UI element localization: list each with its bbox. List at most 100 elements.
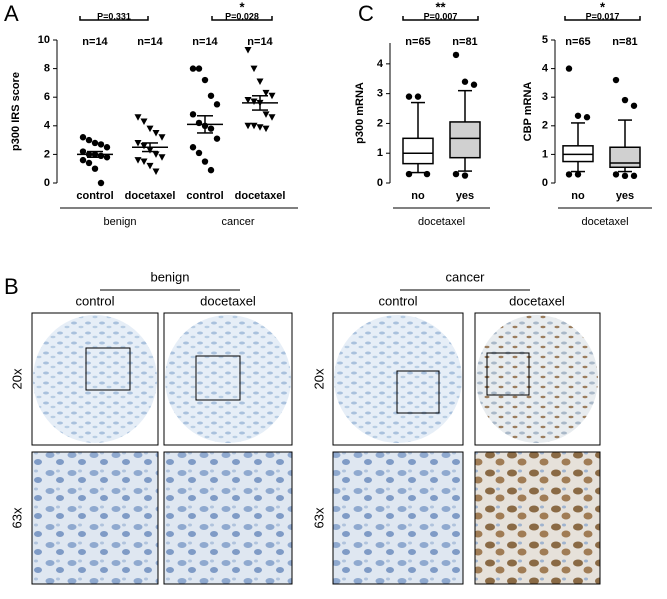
group-label: cancer bbox=[221, 216, 254, 228]
x-tick-label: docetaxel bbox=[235, 190, 286, 202]
n-label: n=65 bbox=[565, 36, 590, 48]
x-tick-label: docetaxel bbox=[125, 190, 176, 202]
column-label: docetaxel bbox=[200, 293, 256, 308]
outlier bbox=[452, 170, 460, 178]
data-point bbox=[134, 157, 142, 164]
outlier bbox=[574, 112, 582, 119]
y-tick-label: 2 bbox=[542, 120, 548, 132]
data-point bbox=[262, 89, 270, 97]
data-point bbox=[207, 92, 215, 99]
significance-star: * bbox=[600, 0, 606, 14]
n-label: n=14 bbox=[82, 36, 108, 48]
data-point bbox=[152, 168, 160, 176]
data-point bbox=[207, 125, 215, 132]
significance-bracket bbox=[564, 16, 641, 21]
significance-bracket bbox=[402, 16, 479, 21]
data-point bbox=[91, 139, 99, 147]
y-tick-label: 0 bbox=[377, 177, 383, 189]
data-point bbox=[262, 111, 270, 118]
panel-label: B bbox=[4, 274, 19, 299]
data-point bbox=[97, 152, 105, 160]
outlier bbox=[423, 170, 431, 178]
outlier bbox=[405, 93, 413, 100]
n-label: n=81 bbox=[612, 36, 637, 48]
y-axis-label: p300 IRS score bbox=[10, 72, 22, 151]
n-label: n=81 bbox=[452, 36, 477, 48]
group-title: benign bbox=[150, 269, 189, 284]
box bbox=[402, 137, 434, 165]
image-63x bbox=[332, 451, 464, 585]
row-label: 63x bbox=[311, 507, 326, 528]
y-axis-label: p300 mRNA bbox=[354, 82, 366, 144]
x-tick-label: no bbox=[571, 190, 585, 202]
image-63x bbox=[474, 451, 601, 585]
significance-star: ** bbox=[435, 0, 446, 14]
panel-b-images bbox=[31, 289, 601, 585]
panel-label: C bbox=[358, 1, 374, 26]
y-tick-label: 5 bbox=[542, 34, 548, 46]
outlier bbox=[461, 172, 469, 179]
data-point bbox=[250, 65, 258, 73]
y-tick-label: 3 bbox=[542, 91, 548, 103]
y-tick-label: 10 bbox=[38, 34, 50, 46]
x-tick-label: yes bbox=[616, 190, 634, 202]
y-axis-label: CBP mRNA bbox=[522, 82, 534, 142]
data-point bbox=[152, 129, 160, 137]
n-label: n=14 bbox=[137, 36, 163, 48]
image-63x bbox=[31, 451, 159, 585]
data-point bbox=[244, 97, 252, 104]
significance-bracket bbox=[79, 16, 149, 21]
p-value: P=0.028 bbox=[225, 11, 259, 21]
column-label: docetaxel bbox=[509, 293, 565, 308]
outlier bbox=[565, 171, 573, 178]
data-point bbox=[103, 154, 111, 161]
zoom-box bbox=[85, 347, 131, 391]
outlier bbox=[565, 65, 573, 72]
p-value: P=0.017 bbox=[586, 11, 620, 21]
outlier bbox=[621, 172, 629, 180]
data-point bbox=[79, 156, 87, 164]
data-point bbox=[201, 76, 209, 84]
outlier bbox=[630, 102, 638, 109]
data-point bbox=[152, 151, 160, 158]
data-point bbox=[268, 92, 276, 100]
data-point bbox=[146, 125, 154, 133]
data-point bbox=[85, 159, 93, 167]
group-label: docetaxel bbox=[581, 216, 628, 228]
significance-bracket bbox=[211, 16, 273, 21]
outlier bbox=[621, 96, 629, 104]
image-63x bbox=[163, 451, 293, 585]
group-label: benign bbox=[103, 216, 136, 228]
data-point bbox=[195, 65, 203, 72]
row-label: 20x bbox=[9, 368, 24, 389]
y-tick-label: 4 bbox=[542, 63, 549, 75]
tissue-core bbox=[165, 315, 291, 443]
tissue-core bbox=[33, 315, 157, 443]
x-tick-label: control bbox=[186, 190, 223, 202]
outlier bbox=[470, 81, 478, 88]
y-tick-label: 3 bbox=[377, 88, 383, 100]
data-point bbox=[256, 124, 264, 131]
data-point bbox=[250, 98, 258, 105]
row-label: 63x bbox=[9, 507, 24, 528]
data-point bbox=[79, 148, 87, 155]
data-point bbox=[140, 158, 148, 166]
y-tick-label: 1 bbox=[377, 147, 383, 159]
data-point bbox=[201, 158, 209, 165]
outlier bbox=[461, 78, 469, 85]
y-tick-label: 0 bbox=[542, 177, 548, 189]
x-tick-label: yes bbox=[456, 190, 474, 202]
y-tick-label: 2 bbox=[377, 117, 383, 129]
data-point bbox=[256, 78, 264, 85]
data-point bbox=[262, 125, 270, 133]
data-point bbox=[244, 122, 252, 130]
zoom-box bbox=[396, 370, 440, 414]
y-tick-label: 4 bbox=[377, 58, 384, 70]
data-point bbox=[91, 165, 99, 172]
outlier bbox=[630, 172, 638, 180]
data-point bbox=[189, 65, 197, 72]
data-point bbox=[85, 136, 93, 144]
outlier bbox=[612, 171, 620, 178]
n-label: n=14 bbox=[192, 36, 218, 48]
y-tick-label: 4 bbox=[44, 120, 51, 132]
